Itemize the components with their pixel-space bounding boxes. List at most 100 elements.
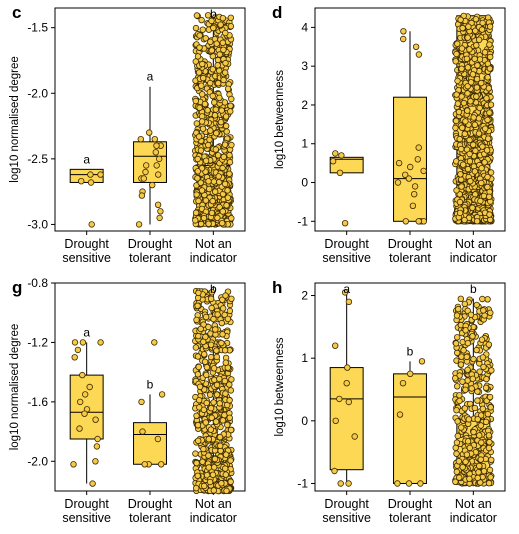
data-point bbox=[452, 375, 459, 382]
category-label: Not an bbox=[455, 237, 492, 251]
data-point bbox=[94, 435, 101, 443]
data-point bbox=[219, 417, 227, 424]
data-point bbox=[195, 397, 203, 404]
data-point bbox=[220, 46, 227, 53]
box-1 bbox=[393, 361, 427, 484]
data-point bbox=[203, 364, 211, 371]
data-point bbox=[473, 42, 480, 49]
data-point bbox=[228, 141, 235, 149]
data-point bbox=[454, 100, 462, 107]
data-point bbox=[483, 147, 491, 154]
data-point bbox=[194, 437, 202, 444]
y-tick-label: 2 bbox=[301, 98, 308, 112]
data-point bbox=[479, 143, 486, 150]
data-point bbox=[217, 118, 225, 126]
data-point bbox=[199, 74, 207, 82]
category-label: sensitive bbox=[322, 511, 371, 525]
category-label: tolerant bbox=[389, 251, 431, 265]
data-point bbox=[209, 92, 216, 100]
data-point bbox=[452, 124, 459, 132]
data-point bbox=[204, 12, 212, 19]
data-point bbox=[457, 16, 464, 23]
data-point bbox=[459, 378, 466, 385]
data-point bbox=[221, 180, 229, 188]
data-point bbox=[331, 467, 338, 475]
data-point bbox=[219, 208, 226, 215]
data-point bbox=[201, 358, 209, 365]
data-point bbox=[198, 82, 205, 89]
data-point bbox=[210, 315, 217, 323]
data-point bbox=[221, 99, 229, 106]
category-label: Drought bbox=[128, 497, 173, 511]
significance-letter: a bbox=[83, 325, 90, 339]
category-label: Not an bbox=[455, 497, 492, 511]
data-point bbox=[487, 474, 494, 481]
data-point bbox=[473, 217, 481, 225]
data-point bbox=[71, 339, 79, 346]
data-point bbox=[473, 84, 481, 91]
panel-letter: g bbox=[12, 278, 22, 297]
data-point bbox=[461, 216, 468, 224]
data-point bbox=[457, 295, 464, 302]
data-point bbox=[88, 221, 95, 228]
data-point bbox=[221, 377, 229, 385]
data-point bbox=[199, 26, 206, 33]
data-point bbox=[455, 458, 463, 465]
data-point bbox=[198, 118, 206, 125]
data-point bbox=[157, 461, 165, 468]
y-tick-label: -2.0 bbox=[27, 86, 48, 100]
data-point bbox=[486, 439, 493, 446]
data-point bbox=[192, 24, 200, 32]
data-point bbox=[486, 466, 494, 474]
data-point bbox=[153, 142, 160, 149]
data-point bbox=[155, 155, 163, 163]
category-label: sensitive bbox=[322, 251, 371, 265]
data-point bbox=[464, 438, 472, 445]
data-point bbox=[344, 364, 351, 371]
data-point bbox=[479, 405, 487, 412]
data-point bbox=[420, 167, 427, 175]
data-point bbox=[211, 455, 219, 463]
panel-letter: h bbox=[272, 278, 282, 297]
data-point bbox=[228, 295, 235, 302]
data-point bbox=[466, 444, 473, 452]
data-point bbox=[214, 214, 221, 222]
data-point bbox=[466, 136, 473, 144]
data-point bbox=[336, 395, 343, 403]
data-point bbox=[452, 58, 459, 65]
data-point bbox=[214, 62, 221, 69]
data-point bbox=[208, 289, 216, 296]
data-point bbox=[329, 157, 337, 165]
data-point bbox=[394, 179, 402, 186]
data-point bbox=[478, 179, 485, 187]
data-point bbox=[151, 339, 158, 346]
data-point bbox=[487, 101, 495, 108]
data-point bbox=[222, 59, 229, 67]
data-point bbox=[192, 450, 199, 457]
data-point bbox=[192, 97, 199, 105]
data-point bbox=[193, 412, 200, 419]
data-point bbox=[485, 135, 492, 142]
data-point bbox=[464, 34, 471, 41]
data-point bbox=[199, 60, 206, 68]
data-point bbox=[211, 112, 219, 119]
data-point bbox=[206, 79, 214, 87]
data-point bbox=[202, 35, 209, 42]
data-point bbox=[464, 165, 472, 173]
data-point bbox=[212, 326, 219, 333]
data-point bbox=[227, 108, 234, 115]
data-point bbox=[193, 316, 200, 324]
data-point bbox=[206, 136, 213, 143]
data-point bbox=[415, 51, 423, 58]
data-point bbox=[97, 339, 104, 346]
data-point bbox=[414, 156, 421, 163]
data-point bbox=[341, 219, 349, 227]
data-point bbox=[158, 391, 166, 398]
panel-letter: c bbox=[12, 3, 21, 22]
data-point bbox=[487, 53, 494, 61]
data-point bbox=[486, 393, 494, 401]
data-point bbox=[135, 221, 143, 228]
data-point bbox=[207, 295, 215, 302]
data-point bbox=[218, 339, 225, 347]
data-point bbox=[485, 432, 493, 439]
